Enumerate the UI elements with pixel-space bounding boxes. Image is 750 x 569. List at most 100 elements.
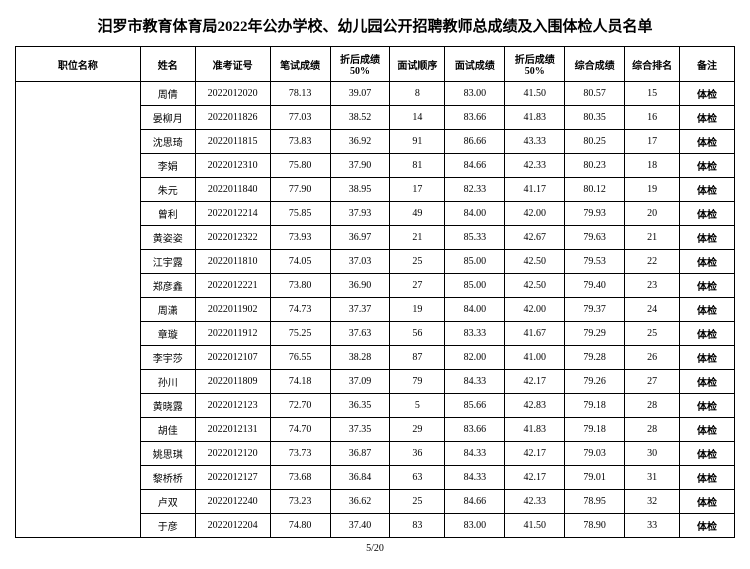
- rank-cell: 33: [625, 514, 680, 538]
- total-cell: 79.37: [565, 298, 625, 322]
- name-cell: 沈思琦: [140, 130, 195, 154]
- written-cell: 73.73: [270, 442, 330, 466]
- interview-half-cell: 42.17: [505, 442, 565, 466]
- examno-cell: 2022012204: [195, 514, 270, 538]
- remark-cell: 体检: [680, 154, 735, 178]
- interview-cell: 85.66: [445, 394, 505, 418]
- remark-cell: 体检: [680, 82, 735, 106]
- interview-cell: 85.00: [445, 274, 505, 298]
- interview-cell: 86.66: [445, 130, 505, 154]
- name-cell: 胡佳: [140, 418, 195, 442]
- examno-cell: 2022012310: [195, 154, 270, 178]
- order-cell: 79: [390, 370, 445, 394]
- rank-cell: 32: [625, 490, 680, 514]
- rank-cell: 23: [625, 274, 680, 298]
- total-cell: 80.35: [565, 106, 625, 130]
- total-cell: 79.28: [565, 346, 625, 370]
- written-cell: 74.80: [270, 514, 330, 538]
- remark-cell: 体检: [680, 226, 735, 250]
- total-cell: 79.63: [565, 226, 625, 250]
- name-cell: 卢双: [140, 490, 195, 514]
- col-position: 职位名称: [16, 47, 141, 82]
- name-cell: 于彦: [140, 514, 195, 538]
- total-cell: 79.40: [565, 274, 625, 298]
- written-half-cell: 38.95: [330, 178, 390, 202]
- written-cell: 77.90: [270, 178, 330, 202]
- written-half-cell: 38.28: [330, 346, 390, 370]
- examno-cell: 2022011912: [195, 322, 270, 346]
- written-half-cell: 37.63: [330, 322, 390, 346]
- interview-cell: 84.66: [445, 154, 505, 178]
- results-table: 职位名称 姓名 准考证号 笔试成绩 折后成绩50% 面试顺序 面试成绩 折后成绩…: [15, 46, 735, 538]
- written-cell: 72.70: [270, 394, 330, 418]
- order-cell: 91: [390, 130, 445, 154]
- written-cell: 75.80: [270, 154, 330, 178]
- interview-half-cell: 41.50: [505, 82, 565, 106]
- total-cell: 80.23: [565, 154, 625, 178]
- interview-half-cell: 41.83: [505, 418, 565, 442]
- remark-cell: 体检: [680, 418, 735, 442]
- total-cell: 80.57: [565, 82, 625, 106]
- written-cell: 74.73: [270, 298, 330, 322]
- written-half-cell: 37.93: [330, 202, 390, 226]
- examno-cell: 2022011902: [195, 298, 270, 322]
- name-cell: 曾利: [140, 202, 195, 226]
- col-rank: 综合排名: [625, 47, 680, 82]
- pager: 5/20: [15, 543, 735, 554]
- examno-cell: 2022012107: [195, 346, 270, 370]
- written-half-cell: 37.40: [330, 514, 390, 538]
- order-cell: 49: [390, 202, 445, 226]
- order-cell: 56: [390, 322, 445, 346]
- rank-cell: 30: [625, 442, 680, 466]
- remark-cell: 体检: [680, 106, 735, 130]
- examno-cell: 2022012240: [195, 490, 270, 514]
- rank-cell: 28: [625, 394, 680, 418]
- interview-half-cell: 42.00: [505, 202, 565, 226]
- name-cell: 章璇: [140, 322, 195, 346]
- order-cell: 29: [390, 418, 445, 442]
- rank-cell: 25: [625, 322, 680, 346]
- examno-cell: 2022012123: [195, 394, 270, 418]
- col-examno: 准考证号: [195, 47, 270, 82]
- interview-half-cell: 42.00: [505, 298, 565, 322]
- written-half-cell: 36.90: [330, 274, 390, 298]
- written-cell: 75.85: [270, 202, 330, 226]
- written-half-cell: 36.35: [330, 394, 390, 418]
- interview-half-cell: 41.83: [505, 106, 565, 130]
- written-half-cell: 37.03: [330, 250, 390, 274]
- name-cell: 江宇露: [140, 250, 195, 274]
- total-cell: 78.90: [565, 514, 625, 538]
- col-interview-half: 折后成绩50%: [505, 47, 565, 82]
- written-half-cell: 39.07: [330, 82, 390, 106]
- rank-cell: 18: [625, 154, 680, 178]
- remark-cell: 体检: [680, 442, 735, 466]
- remark-cell: 体检: [680, 490, 735, 514]
- total-cell: 79.29: [565, 322, 625, 346]
- interview-cell: 83.33: [445, 322, 505, 346]
- examno-cell: 2022011809: [195, 370, 270, 394]
- examno-cell: 2022011840: [195, 178, 270, 202]
- remark-cell: 体检: [680, 202, 735, 226]
- total-cell: 79.18: [565, 394, 625, 418]
- name-cell: 郑彦鑫: [140, 274, 195, 298]
- rank-cell: 21: [625, 226, 680, 250]
- remark-cell: 体检: [680, 370, 735, 394]
- examno-cell: 2022012127: [195, 466, 270, 490]
- interview-cell: 83.00: [445, 82, 505, 106]
- order-cell: 87: [390, 346, 445, 370]
- examno-cell: 2022011810: [195, 250, 270, 274]
- interview-half-cell: 42.83: [505, 394, 565, 418]
- name-cell: 李娟: [140, 154, 195, 178]
- remark-cell: 体检: [680, 514, 735, 538]
- name-cell: 黄姿姿: [140, 226, 195, 250]
- rank-cell: 28: [625, 418, 680, 442]
- col-interview: 面试成绩: [445, 47, 505, 82]
- interview-half-cell: 42.50: [505, 250, 565, 274]
- interview-half-cell: 41.17: [505, 178, 565, 202]
- written-half-cell: 37.90: [330, 154, 390, 178]
- total-cell: 79.53: [565, 250, 625, 274]
- name-cell: 周倩: [140, 82, 195, 106]
- rank-cell: 22: [625, 250, 680, 274]
- rank-cell: 15: [625, 82, 680, 106]
- interview-half-cell: 42.67: [505, 226, 565, 250]
